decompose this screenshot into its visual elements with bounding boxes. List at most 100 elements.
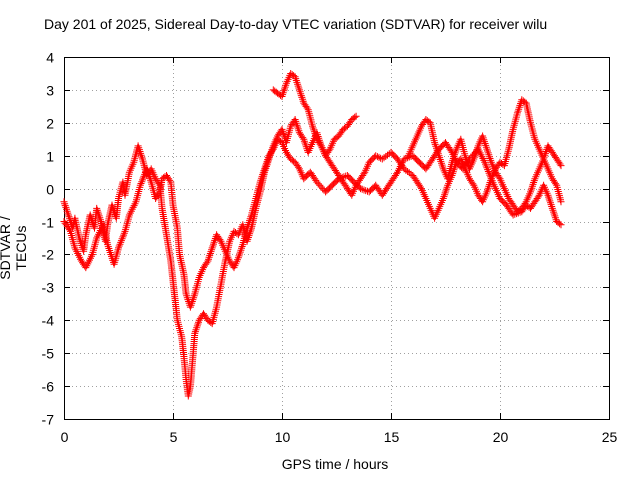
data-point xyxy=(66,226,73,234)
data-point xyxy=(317,183,325,191)
data-point xyxy=(116,240,124,248)
data-point xyxy=(87,252,95,260)
data-point xyxy=(314,180,322,188)
data-point xyxy=(294,163,302,171)
data-point xyxy=(208,244,216,252)
data-point xyxy=(238,244,245,252)
data-point xyxy=(514,107,522,115)
data-point xyxy=(316,181,324,189)
data-point xyxy=(548,204,556,212)
data-point xyxy=(557,162,565,170)
data-point xyxy=(360,186,368,194)
data-point xyxy=(129,203,137,211)
data-point xyxy=(325,147,333,155)
data-point xyxy=(449,155,457,162)
y-tick-label: 1 xyxy=(46,149,54,165)
data-point xyxy=(438,159,445,167)
data-point xyxy=(484,168,492,175)
data-point xyxy=(182,290,190,298)
x-tick-label: 15 xyxy=(384,429,400,445)
data-point xyxy=(351,113,359,121)
data-point xyxy=(431,140,439,148)
data-point xyxy=(416,183,424,191)
data-point xyxy=(547,201,555,209)
data-point xyxy=(299,134,307,142)
data-point xyxy=(485,182,493,190)
data-point xyxy=(210,238,218,246)
data-point xyxy=(474,144,482,152)
data-point xyxy=(481,158,489,166)
y-tick-label: -4 xyxy=(42,313,55,329)
data-point xyxy=(509,211,517,219)
data-point xyxy=(166,176,174,184)
data-point xyxy=(137,180,145,187)
data-point xyxy=(247,213,255,221)
data-point xyxy=(294,82,302,90)
plot-frame xyxy=(64,57,610,420)
axis-ticks: 0 5 10 15 20 25 -7 -6 -5 -4 -3 -2 -1 0 1 2 3 4 xyxy=(42,50,618,446)
data-point xyxy=(293,121,301,129)
data-point xyxy=(280,87,288,95)
data-point xyxy=(191,328,199,336)
x-tick-label: 0 xyxy=(61,429,69,445)
x-tick-label: 20 xyxy=(493,429,509,445)
data-point xyxy=(556,160,564,168)
data-point xyxy=(550,208,558,216)
data-point xyxy=(120,229,128,237)
data-point xyxy=(513,109,521,117)
data-point xyxy=(495,173,503,181)
data-point xyxy=(193,324,201,332)
data-point xyxy=(216,236,224,244)
data-point xyxy=(155,190,163,198)
data-point xyxy=(478,153,486,161)
data-point xyxy=(546,197,554,205)
data-point xyxy=(192,326,200,334)
data-point xyxy=(529,180,537,188)
data-point xyxy=(279,129,287,137)
data-point xyxy=(189,296,197,304)
data-point xyxy=(528,182,536,190)
data-point xyxy=(238,243,246,250)
x-tick-label: 25 xyxy=(602,429,618,445)
data-point xyxy=(441,189,449,197)
data-point xyxy=(400,155,408,163)
y-tick-label: -7 xyxy=(42,412,55,428)
data-point xyxy=(295,86,303,94)
data-point xyxy=(557,221,565,229)
data-point xyxy=(487,177,495,185)
data-point xyxy=(431,139,439,147)
data-point xyxy=(482,141,490,149)
data-point xyxy=(144,169,152,177)
data-point xyxy=(300,137,308,145)
data-point xyxy=(147,176,155,184)
data-point xyxy=(268,147,276,155)
data-point xyxy=(551,212,559,220)
data-point xyxy=(549,206,557,214)
x-tick-label: 10 xyxy=(275,429,291,445)
data-point xyxy=(183,292,191,300)
data-point xyxy=(61,200,69,208)
data-point xyxy=(60,198,68,206)
data-point xyxy=(437,157,445,165)
data-point xyxy=(119,233,127,241)
series-track-a xyxy=(60,112,360,400)
data-point xyxy=(357,185,364,193)
data-point xyxy=(352,112,360,120)
data-point xyxy=(540,153,548,161)
y-tick-label: 0 xyxy=(46,182,54,198)
data-point xyxy=(548,203,556,210)
data-point xyxy=(482,143,490,151)
data-point xyxy=(294,80,302,88)
data-point xyxy=(547,199,554,207)
data-point xyxy=(297,90,305,98)
data-point xyxy=(118,235,126,243)
data-point xyxy=(527,186,535,194)
data-point xyxy=(310,128,318,136)
data-point xyxy=(83,262,91,270)
data-point xyxy=(483,145,491,153)
y-tick-label: -1 xyxy=(42,215,55,231)
data-point xyxy=(65,213,73,221)
data-point xyxy=(516,101,524,109)
data-point xyxy=(482,162,490,170)
